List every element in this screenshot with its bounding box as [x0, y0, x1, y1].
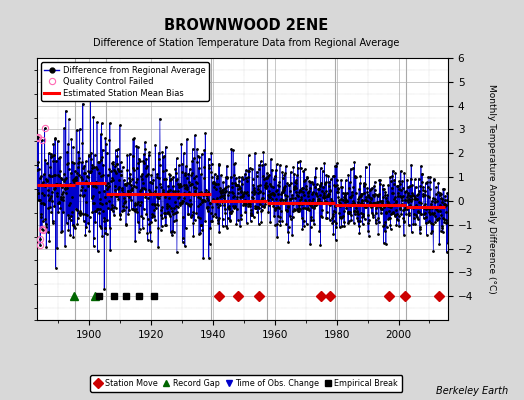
Legend: Station Move, Record Gap, Time of Obs. Change, Empirical Break: Station Move, Record Gap, Time of Obs. C…	[90, 375, 402, 392]
Legend: Difference from Regional Average, Quality Control Failed, Estimated Station Mean: Difference from Regional Average, Qualit…	[41, 62, 209, 101]
Text: BROWNWOOD 2ENE: BROWNWOOD 2ENE	[164, 18, 329, 34]
Text: Berkeley Earth: Berkeley Earth	[436, 386, 508, 396]
Text: Difference of Station Temperature Data from Regional Average: Difference of Station Temperature Data f…	[93, 38, 399, 48]
Y-axis label: Monthly Temperature Anomaly Difference (°C): Monthly Temperature Anomaly Difference (…	[487, 84, 496, 294]
